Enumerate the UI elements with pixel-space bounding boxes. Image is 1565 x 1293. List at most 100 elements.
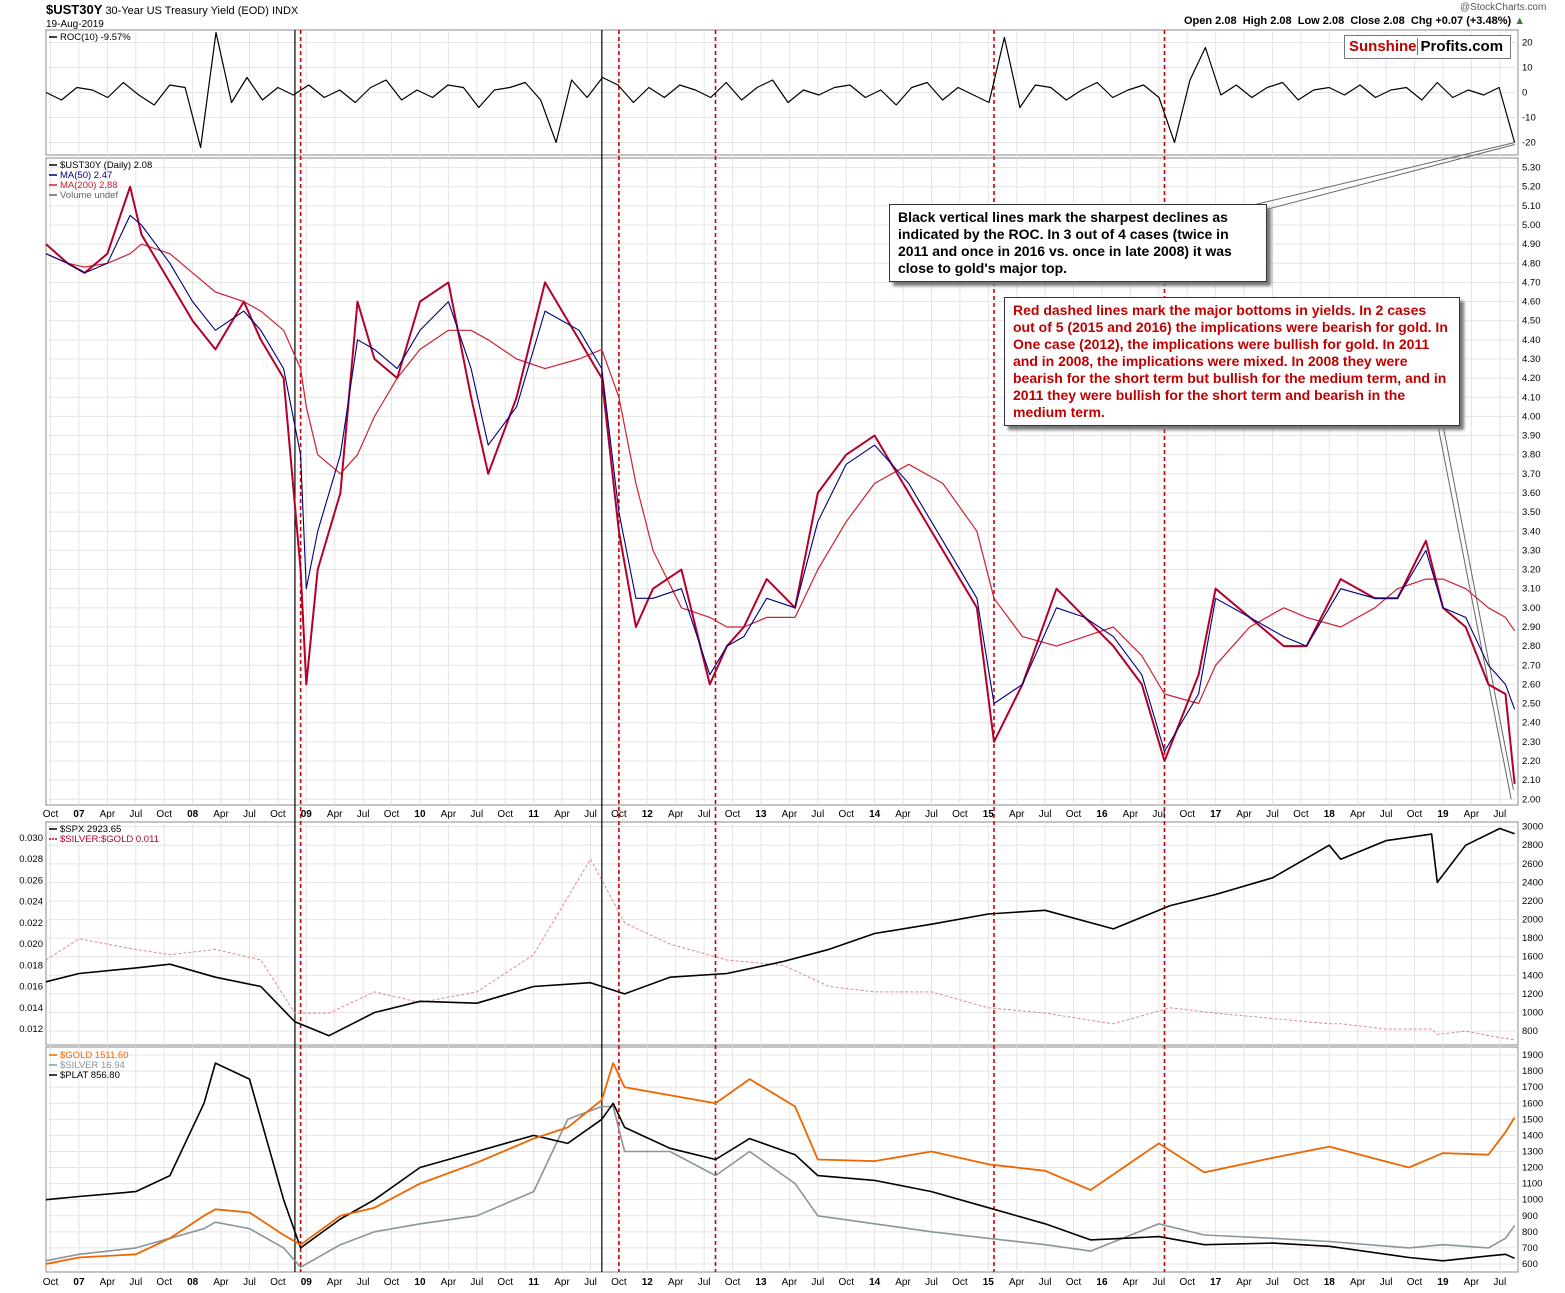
x-tick-label: Apr bbox=[1350, 809, 1366, 820]
y-tick-label: 5.00 bbox=[1522, 220, 1541, 231]
legend-label: $SPX 2923.65 bbox=[60, 824, 121, 835]
x-tick-label: Apr bbox=[441, 809, 457, 820]
legend-label: MA(200) 2.88 bbox=[60, 180, 118, 191]
y-tick-label: 1800 bbox=[1522, 933, 1543, 944]
y-tick-label: 3.00 bbox=[1522, 603, 1541, 614]
x-tick-label: Jul bbox=[1266, 1277, 1279, 1288]
y-tick-label: 1400 bbox=[1522, 970, 1543, 981]
x-tick-label: Oct bbox=[156, 809, 172, 820]
callout-pointer bbox=[1441, 419, 1514, 790]
y-tick-label: 3.50 bbox=[1522, 507, 1541, 518]
x-tick-label: Apr bbox=[1464, 809, 1480, 820]
x-tick-label: Jul bbox=[925, 1277, 938, 1288]
y-tick-label: 2.00 bbox=[1522, 794, 1541, 805]
x-tick-label: Oct bbox=[838, 809, 854, 820]
x-tick-label: Oct bbox=[1293, 1277, 1309, 1288]
x-tick-label: Oct bbox=[156, 1277, 172, 1288]
y-tick-label: 3.80 bbox=[1522, 450, 1541, 461]
y-tick-label: 1000 bbox=[1522, 1195, 1543, 1206]
legend-label: $SILVER:$GOLD 0.011 bbox=[60, 834, 159, 845]
x-tick-label: Jul bbox=[470, 809, 483, 820]
y-tick-label: 5.20 bbox=[1522, 182, 1541, 193]
x-tick-label: Apr bbox=[213, 1277, 229, 1288]
legend-label: $GOLD 1511.60 bbox=[60, 1050, 128, 1061]
y-tick-label: 20 bbox=[1522, 38, 1533, 49]
y-tick-label: 4.00 bbox=[1522, 411, 1541, 422]
x-tick-label: Apr bbox=[668, 809, 684, 820]
ma200-line bbox=[45, 243, 1516, 705]
y-tick-label: 4.90 bbox=[1522, 239, 1541, 250]
x-tick-label: 14 bbox=[869, 809, 881, 820]
x-tick-label: 12 bbox=[642, 1277, 654, 1288]
x-tick-label: Oct bbox=[952, 809, 968, 820]
silver-gold-ratio-line bbox=[45, 858, 1515, 1041]
panel-frame bbox=[45, 821, 1519, 1046]
x-tick-label: Apr bbox=[327, 1277, 343, 1288]
legend-label: $UST30Y (Daily) 2.08 bbox=[60, 160, 152, 171]
y-tick-label: 2000 bbox=[1522, 915, 1543, 926]
y-tick-label: 4.20 bbox=[1522, 373, 1541, 384]
y-tick-label: 4.60 bbox=[1522, 297, 1541, 308]
x-tick-label: Oct bbox=[497, 809, 513, 820]
logo-part-1: Sunshine bbox=[1349, 38, 1417, 55]
y-tick-label: 2.60 bbox=[1522, 679, 1541, 690]
change-value: Chg +0.07 (+3.48%) bbox=[1410, 15, 1512, 27]
y-tick-label: 1200 bbox=[1522, 1163, 1543, 1174]
x-tick-label: Apr bbox=[895, 1277, 911, 1288]
x-tick-label: Jul bbox=[1380, 809, 1393, 820]
x-tick-label: Oct bbox=[497, 1277, 513, 1288]
x-tick-label: Apr bbox=[1236, 1277, 1252, 1288]
x-tick-label: Apr bbox=[1123, 809, 1139, 820]
x-tick-label: Apr bbox=[213, 809, 229, 820]
callout-pointer bbox=[1248, 142, 1515, 207]
x-tick-label: Oct bbox=[1407, 1277, 1423, 1288]
y-tick-label: 2600 bbox=[1522, 859, 1543, 870]
x-tick-label: 18 bbox=[1324, 1277, 1336, 1288]
y-tick-label-left: 0.014 bbox=[19, 1003, 43, 1014]
x-tick-label: Oct bbox=[725, 809, 741, 820]
y-tick-label: 800 bbox=[1522, 1227, 1538, 1238]
x-tick-label: Apr bbox=[100, 1277, 116, 1288]
x-tick-label: Apr bbox=[100, 809, 116, 820]
y-tick-label: 3.60 bbox=[1522, 488, 1541, 499]
y-tick-label: 1400 bbox=[1522, 1130, 1543, 1141]
x-tick-label: Oct bbox=[1066, 809, 1082, 820]
x-tick-label: Apr bbox=[782, 1277, 798, 1288]
y-tick-label: 2.90 bbox=[1522, 622, 1541, 633]
y-tick-label-left: 0.020 bbox=[19, 939, 43, 950]
x-tick-label: Oct bbox=[1293, 809, 1309, 820]
legend-label: $PLAT 856.80 bbox=[60, 1070, 120, 1081]
y-tick-label-left: 0.030 bbox=[19, 833, 43, 844]
y-tick-label-left: 0.024 bbox=[19, 897, 43, 908]
x-tick-label: Jul bbox=[925, 809, 938, 820]
x-tick-label: Apr bbox=[441, 1277, 457, 1288]
x-tick-label: Jul bbox=[584, 809, 597, 820]
y-tick-label: 1900 bbox=[1522, 1050, 1543, 1061]
gold-line bbox=[45, 1062, 1516, 1265]
x-tick-label: Apr bbox=[327, 809, 343, 820]
x-tick-label: 11 bbox=[528, 1277, 539, 1288]
x-tick-label: 19 bbox=[1437, 1277, 1449, 1288]
legend-label: MA(50) 2.47 bbox=[60, 170, 112, 181]
y-tick-label-left: 0.022 bbox=[19, 918, 43, 929]
y-tick-label-left: 0.012 bbox=[19, 1024, 43, 1035]
y-tick-label: 2.80 bbox=[1522, 641, 1541, 652]
y-tick-label: 3.40 bbox=[1522, 526, 1541, 537]
x-tick-label: Apr bbox=[1350, 1277, 1366, 1288]
x-tick-label: Jul bbox=[470, 1277, 483, 1288]
y-tick-label: 1600 bbox=[1522, 952, 1543, 963]
legend-label: Volume undef bbox=[60, 190, 118, 201]
x-tick-label: Jul bbox=[1380, 1277, 1393, 1288]
x-tick-label: Oct bbox=[1179, 809, 1195, 820]
y-tick-label: 10 bbox=[1522, 63, 1533, 74]
y-tick-label: 4.40 bbox=[1522, 335, 1541, 346]
x-tick-label: Oct bbox=[725, 1277, 741, 1288]
red-lines-annotation: Red dashed lines mark the major bottoms … bbox=[1004, 297, 1460, 426]
x-tick-label: 13 bbox=[755, 1277, 767, 1288]
x-tick-label: Jul bbox=[1039, 809, 1052, 820]
x-tick-label: Oct bbox=[1179, 1277, 1195, 1288]
x-tick-label: 09 bbox=[301, 1277, 313, 1288]
x-tick-label: 12 bbox=[642, 809, 654, 820]
x-tick-label: 10 bbox=[414, 1277, 426, 1288]
open-value: Open 2.08 bbox=[1184, 15, 1237, 27]
